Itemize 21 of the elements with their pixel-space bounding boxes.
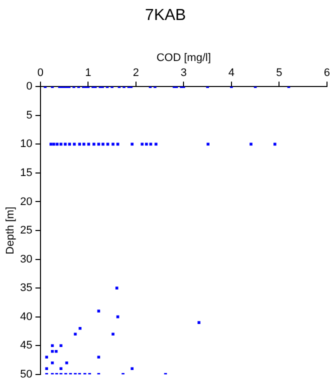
- x-tick-label: 5: [276, 67, 282, 80]
- y-tick-label: 25: [20, 224, 32, 237]
- x-tick-label: 4: [228, 67, 234, 80]
- x-tick-label: 2: [132, 67, 139, 80]
- chart-title: 7KAB: [145, 7, 186, 24]
- y-tick-label: 40: [20, 310, 32, 323]
- x-tick-label: 3: [180, 67, 187, 80]
- y-tick-label: 30: [20, 253, 32, 266]
- y-tick-label: 10: [20, 138, 32, 150]
- y-axis-title: Depth [m]: [4, 206, 17, 254]
- x-axis-title: COD [mg/l]: [156, 52, 211, 64]
- y-tick-label: 15: [20, 166, 32, 179]
- x-tick-label: 1: [85, 67, 92, 80]
- x-tick-label: 0: [37, 67, 44, 80]
- y-tick-label: 0: [26, 80, 32, 93]
- y-tick-label: 5: [26, 109, 32, 122]
- y-tick-label: 35: [20, 282, 32, 294]
- y-tick-label: 20: [20, 196, 32, 208]
- x-tick-label: 6: [324, 67, 330, 80]
- y-tick-label: 50: [20, 368, 32, 380]
- y-tick-label: 45: [20, 340, 32, 352]
